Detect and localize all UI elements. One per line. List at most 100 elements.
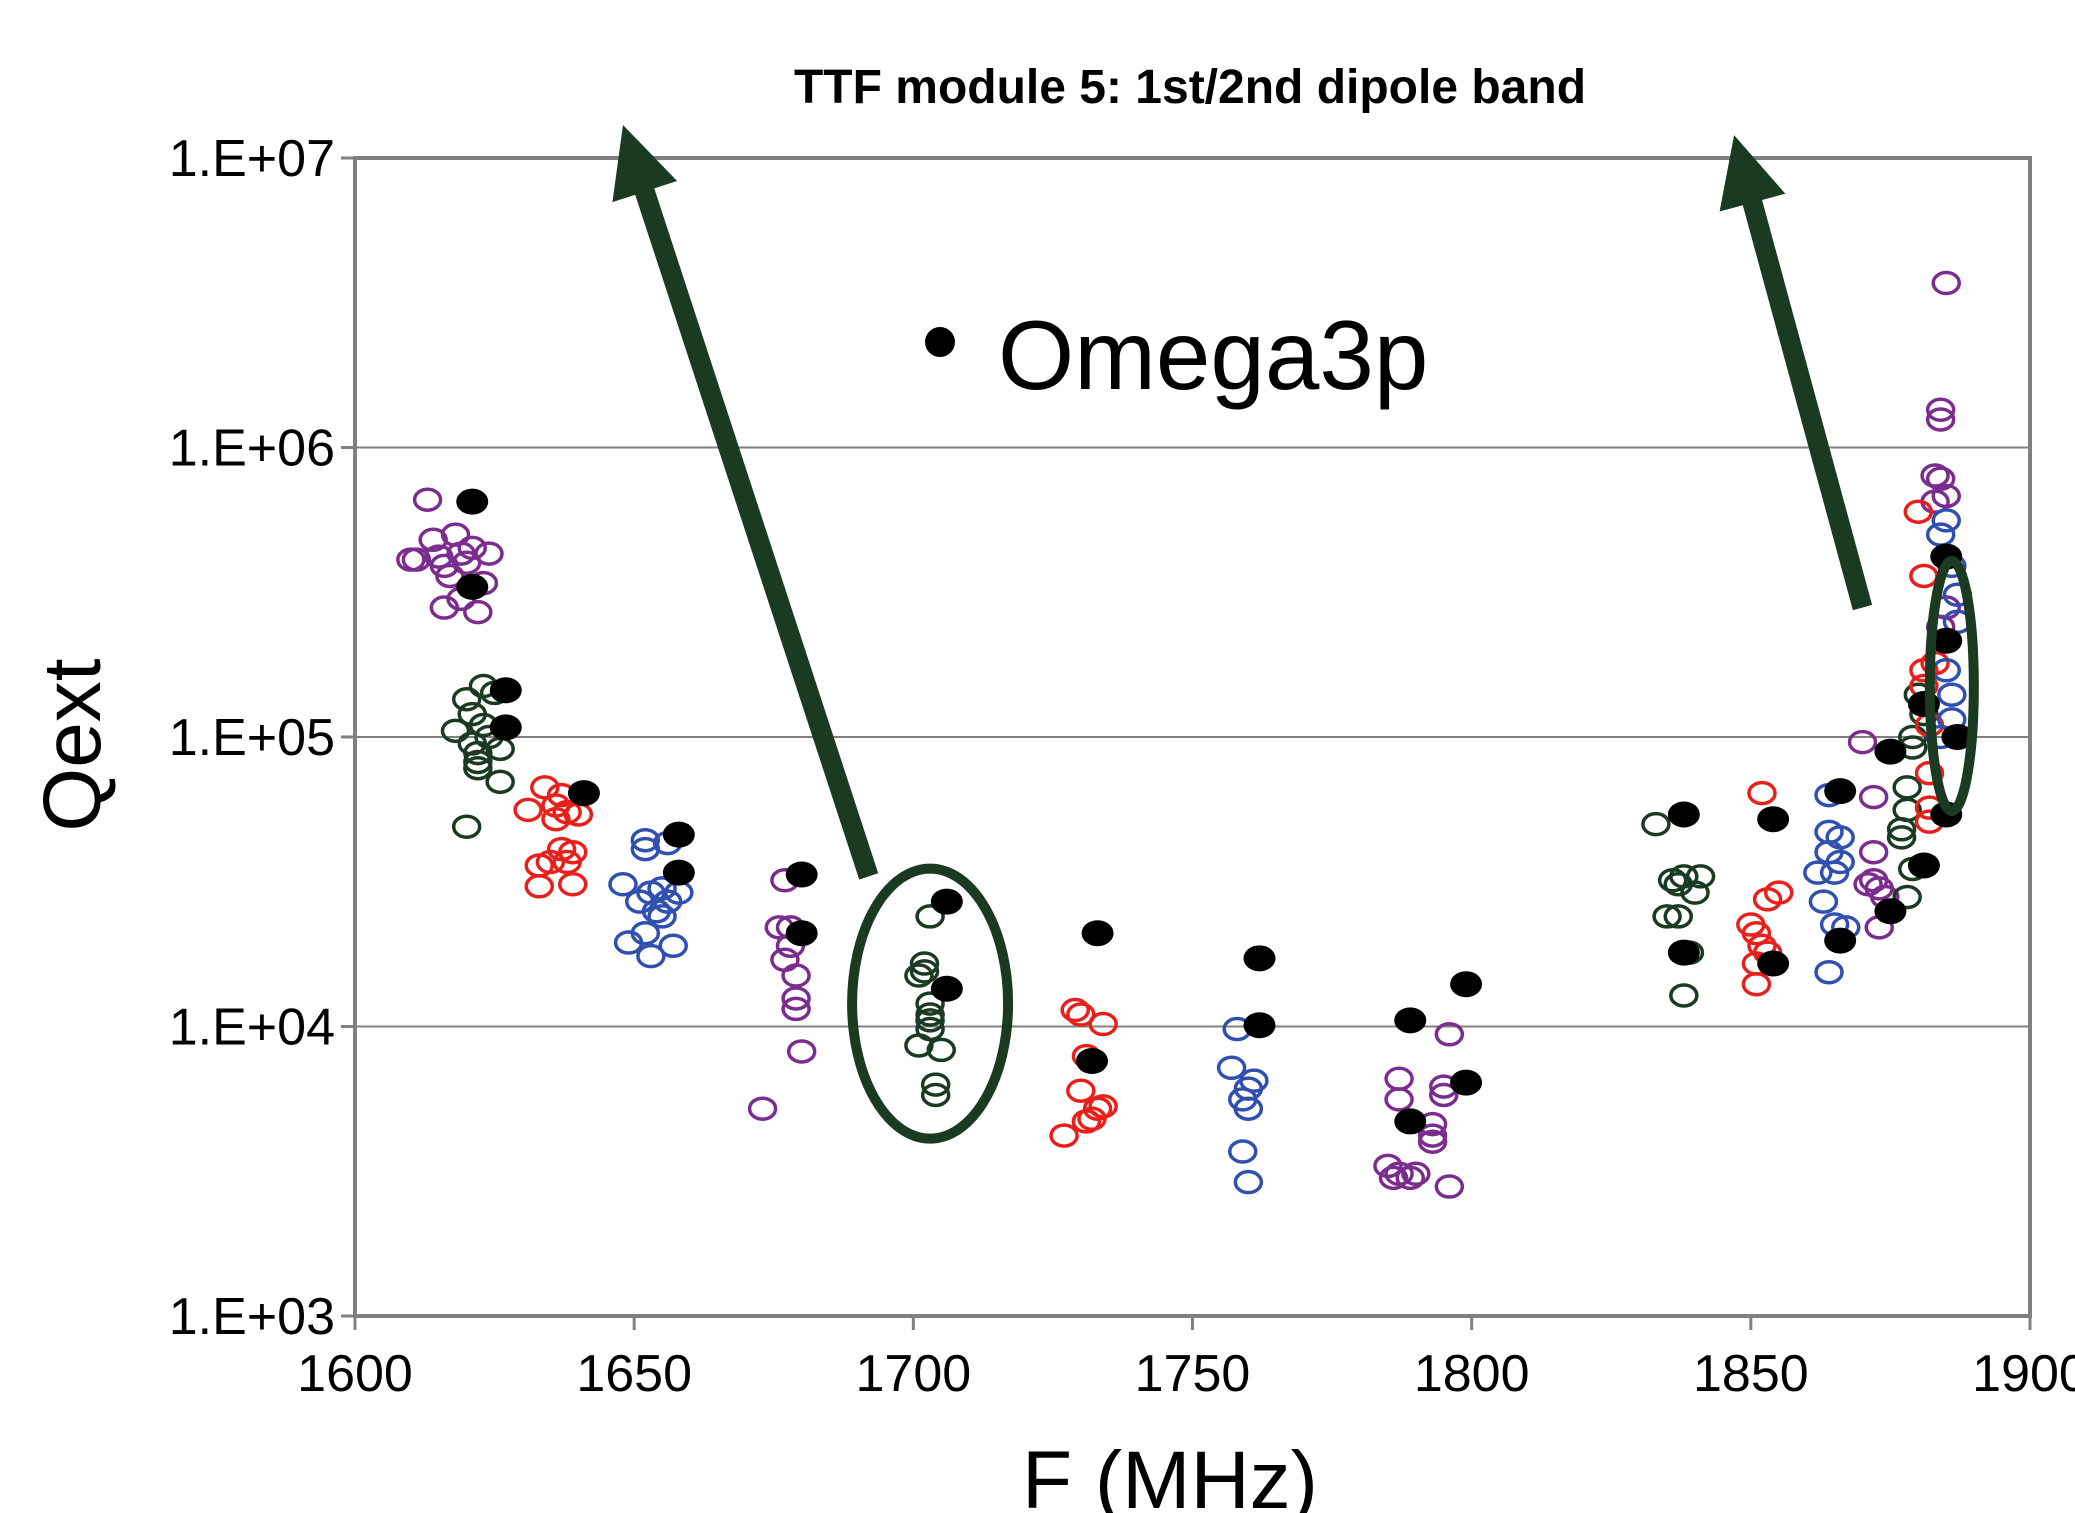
data-point-blue (1925, 522, 1956, 547)
legend-label-omega3p: Omega3p (998, 300, 1428, 410)
omega3p-point (1081, 920, 1114, 947)
x-axis-label: F (MHz) (1022, 1435, 1318, 1513)
data-point-purple (747, 1096, 778, 1121)
highlight-ellipse (847, 863, 1014, 1144)
omega3p-point (1667, 939, 1700, 966)
data-point-purple (786, 1039, 817, 1064)
data-point-blue (636, 943, 666, 969)
data-point-darkgreen (915, 1016, 945, 1042)
data-point-purple (1853, 872, 1883, 897)
omega3p-point (1824, 778, 1857, 805)
omega3p-point (1394, 1108, 1427, 1135)
data-point-darkgreen (1892, 775, 1922, 800)
omega3p-point (489, 714, 522, 741)
highlight-ellipse (1924, 556, 1979, 817)
chart-title: TTF module 5: 1st/2nd dipole band (794, 61, 1586, 114)
omega3p-point (930, 888, 963, 915)
data-point-darkgreen (915, 904, 945, 929)
legend: Omega3p (925, 300, 1428, 410)
data-point-blue (1931, 508, 1961, 533)
data-point-purple (1434, 1174, 1465, 1199)
data-point-blue (608, 872, 638, 897)
data-point-red (1747, 780, 1777, 806)
data-point-darkgreen (920, 1082, 951, 1108)
data-point-blue (647, 904, 677, 929)
data-point-purple (1378, 1165, 1409, 1191)
axes: 1.E+03 1.E+04 1.E+05 1.E+06 1.E+07 1600 1650 17… (169, 130, 2075, 1403)
data-point-blue (1825, 849, 1855, 875)
data-point-purple (1395, 1165, 1425, 1191)
omega3p-point (1757, 806, 1790, 833)
data-point-red (558, 839, 588, 865)
data-point-purple (1429, 1082, 1459, 1108)
data-point-darkgreen (1641, 811, 1671, 837)
data-point-purple (1384, 1066, 1414, 1091)
data-point-blue (647, 876, 677, 901)
data-point-darkgreen (926, 1037, 956, 1063)
data-point-darkgreen (1898, 724, 1928, 750)
omega3p-point (1243, 945, 1276, 972)
data-point-purple (457, 535, 487, 561)
omega3p-point (785, 861, 818, 888)
data-point-purple (1858, 839, 1889, 865)
x-tick-label: 1600 (297, 1345, 413, 1403)
data-point-red (1764, 880, 1794, 905)
data-point-red (1741, 971, 1772, 997)
data-point-blue (1233, 1169, 1264, 1195)
omega3p-point (1874, 898, 1907, 925)
data-point-blue (630, 920, 661, 946)
data-point-darkgreen (1652, 904, 1682, 929)
data-point-blue (1233, 1096, 1264, 1121)
omega3p-point (456, 488, 489, 515)
data-point-purple (1920, 463, 1950, 488)
data-point-purple (1931, 270, 1961, 296)
data-point-darkgreen (909, 959, 940, 984)
data-point-red (1066, 1078, 1096, 1103)
data-point-darkgreen (451, 814, 482, 839)
data-point-darkgreen (1669, 983, 1699, 1008)
y-axis-label: Qext (27, 658, 118, 831)
data-point-darkgreen (1680, 880, 1710, 905)
data-point-purple (1847, 729, 1878, 755)
y-tick-label: 1.E+07 (169, 130, 335, 188)
y-tick-label: 1.E+06 (169, 420, 335, 478)
y-tick-label: 1.E+04 (169, 999, 335, 1057)
data-point-red (1060, 997, 1090, 1023)
x-tick-label: 1850 (1693, 1345, 1809, 1403)
x-tick-label: 1800 (1414, 1345, 1530, 1403)
data-point-darkgreen (485, 769, 515, 795)
omega3p-point (1243, 1012, 1276, 1039)
data-point-blue (1239, 1068, 1269, 1093)
data-point-purple (781, 986, 811, 1011)
omega3p-point (1667, 801, 1700, 828)
data-point-purple (412, 487, 443, 512)
y-tick-label: 1.E+05 (169, 709, 335, 767)
data-point-blue (1819, 860, 1850, 885)
data-point-purple (396, 547, 426, 572)
data-point-blue (658, 933, 688, 959)
data-point-purple (1417, 1123, 1448, 1148)
omega3p-point (456, 573, 489, 600)
omega3p-point (1907, 852, 1940, 879)
data-point-purple (770, 947, 800, 973)
data-point-red (1088, 1011, 1118, 1037)
y-tick-label: 1.E+03 (169, 1288, 335, 1346)
data-point-purple (463, 599, 493, 625)
annotations (612, 125, 1979, 1144)
x-tick-label: 1750 (1135, 1345, 1251, 1403)
data-point-blue (630, 827, 661, 853)
omega3p-point (1394, 1007, 1427, 1034)
data-point-darkgreen (463, 749, 493, 775)
legend-marker-omega3p (925, 327, 955, 357)
data-point-darkgreen (1685, 864, 1716, 889)
omega3p-point (1941, 724, 1974, 750)
data-point-darkgreen (1886, 825, 1917, 850)
grid-lines (355, 446, 2030, 1028)
omega3p-point (1824, 927, 1857, 954)
data-point-blue (1216, 1055, 1247, 1081)
data-point-blue (1803, 860, 1833, 885)
data-point-red (552, 799, 582, 825)
omega3p-point (1450, 1069, 1483, 1096)
data-point-darkgreen (915, 1008, 945, 1033)
